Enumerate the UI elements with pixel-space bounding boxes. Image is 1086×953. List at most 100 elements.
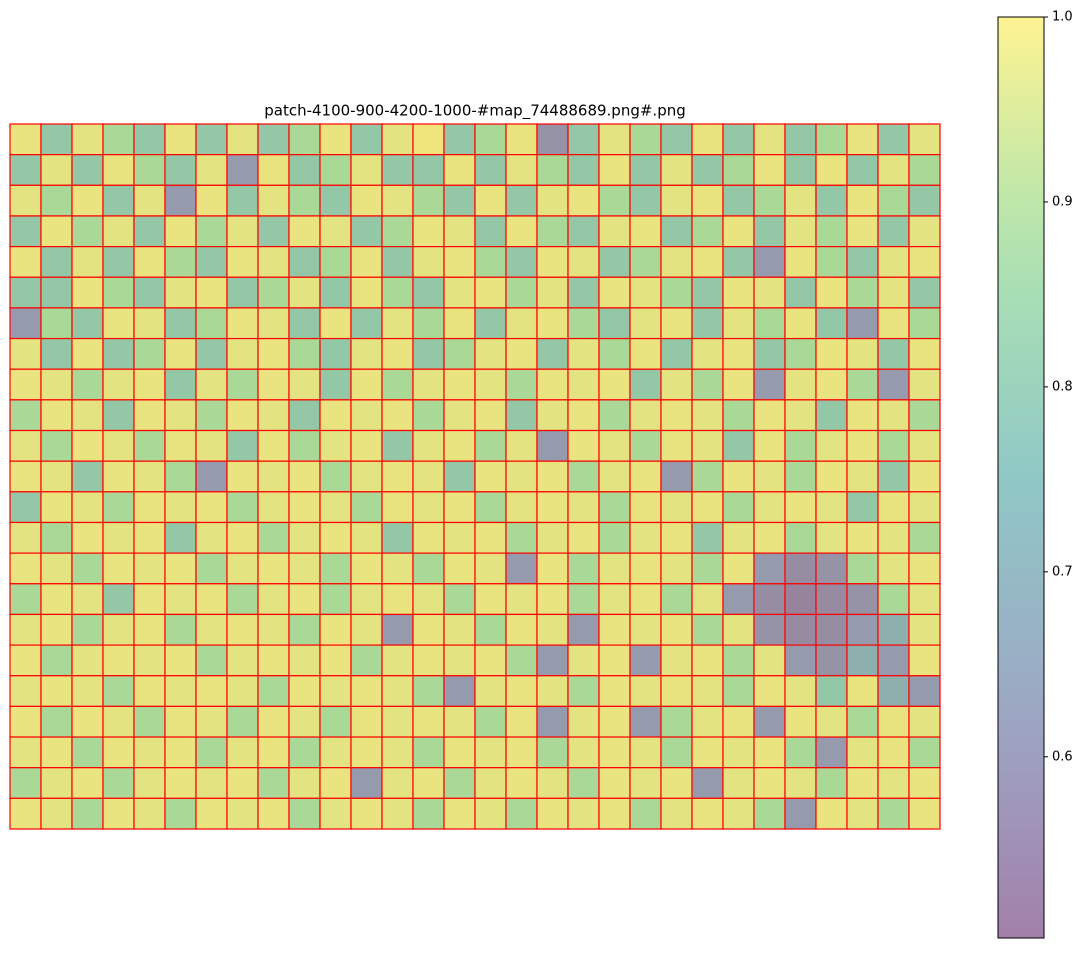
- cell: [474, 215, 507, 248]
- cell: [567, 123, 600, 156]
- cell: [71, 399, 104, 432]
- cell: [660, 307, 693, 340]
- cell: [40, 337, 73, 370]
- cell: [629, 491, 662, 524]
- cell: [257, 276, 290, 309]
- cell: [784, 705, 817, 738]
- cell: [40, 429, 73, 462]
- cell: [877, 521, 910, 554]
- cell: [40, 276, 73, 309]
- cell: [443, 736, 476, 769]
- cell: [846, 276, 879, 309]
- cell: [195, 429, 228, 462]
- cell: [71, 583, 104, 616]
- cell: [691, 123, 724, 156]
- cell: [319, 552, 352, 585]
- cell: [102, 675, 135, 707]
- cell: [381, 675, 414, 707]
- cell: [815, 491, 848, 524]
- cell: [660, 429, 693, 462]
- cell: [877, 429, 910, 462]
- cell: [319, 460, 352, 493]
- cell: [536, 460, 569, 493]
- cell: [908, 736, 941, 769]
- cell: [567, 460, 600, 493]
- cell: [381, 460, 414, 493]
- cell: [226, 675, 259, 707]
- cell: [381, 613, 414, 646]
- cell: [443, 491, 476, 524]
- cell: [691, 583, 724, 616]
- cell: [71, 797, 104, 830]
- cell: [71, 184, 104, 217]
- cell: [846, 736, 879, 769]
- cell: [133, 429, 166, 462]
- cell: [319, 276, 352, 309]
- cell: [412, 705, 445, 738]
- cell: [598, 276, 631, 309]
- cell: [226, 767, 259, 799]
- cell: [350, 767, 383, 799]
- cell: [40, 675, 73, 707]
- cell: [381, 337, 414, 370]
- cell: [288, 368, 321, 401]
- cell: [350, 521, 383, 554]
- cell: [288, 583, 321, 616]
- cell: [164, 705, 197, 738]
- cell: [753, 184, 786, 217]
- cell: [691, 491, 724, 524]
- cell: [722, 613, 755, 646]
- cell: [288, 276, 321, 309]
- cell: [567, 368, 600, 401]
- cell: [660, 215, 693, 248]
- cell: [722, 797, 755, 830]
- cell: [567, 644, 600, 677]
- cell: [257, 215, 290, 248]
- cell: [102, 767, 135, 799]
- cell: [350, 491, 383, 524]
- cell: [195, 215, 228, 248]
- cell: [40, 123, 73, 156]
- cell: [753, 613, 786, 646]
- cell: [846, 184, 879, 217]
- cell: [505, 184, 538, 217]
- cell: [195, 767, 228, 799]
- cell: [350, 705, 383, 738]
- cell: [691, 552, 724, 585]
- cell: [412, 460, 445, 493]
- cell: [319, 337, 352, 370]
- cell: [722, 154, 755, 186]
- cell: [567, 307, 600, 340]
- cell: [567, 797, 600, 830]
- cell: [195, 368, 228, 401]
- cell: [474, 613, 507, 646]
- cell: [381, 215, 414, 248]
- cell: [784, 613, 817, 646]
- cell: [9, 644, 42, 677]
- cell: [474, 736, 507, 769]
- cell: [257, 521, 290, 554]
- cell: [660, 552, 693, 585]
- cell: [505, 154, 538, 186]
- cell: [133, 215, 166, 248]
- cell: [443, 399, 476, 432]
- cell: [350, 154, 383, 186]
- cell: [629, 184, 662, 217]
- cell: [815, 307, 848, 340]
- cell: [195, 521, 228, 554]
- cell: [288, 736, 321, 769]
- cell: [40, 736, 73, 769]
- cell: [567, 276, 600, 309]
- cell: [567, 491, 600, 524]
- cell: [350, 797, 383, 830]
- cell: [226, 460, 259, 493]
- cell: [164, 767, 197, 799]
- cell: [381, 307, 414, 340]
- cell: [784, 307, 817, 340]
- cell: [598, 675, 631, 707]
- cell: [71, 307, 104, 340]
- cell: [691, 429, 724, 462]
- cell: [195, 276, 228, 309]
- cell: [567, 184, 600, 217]
- cell: [319, 123, 352, 156]
